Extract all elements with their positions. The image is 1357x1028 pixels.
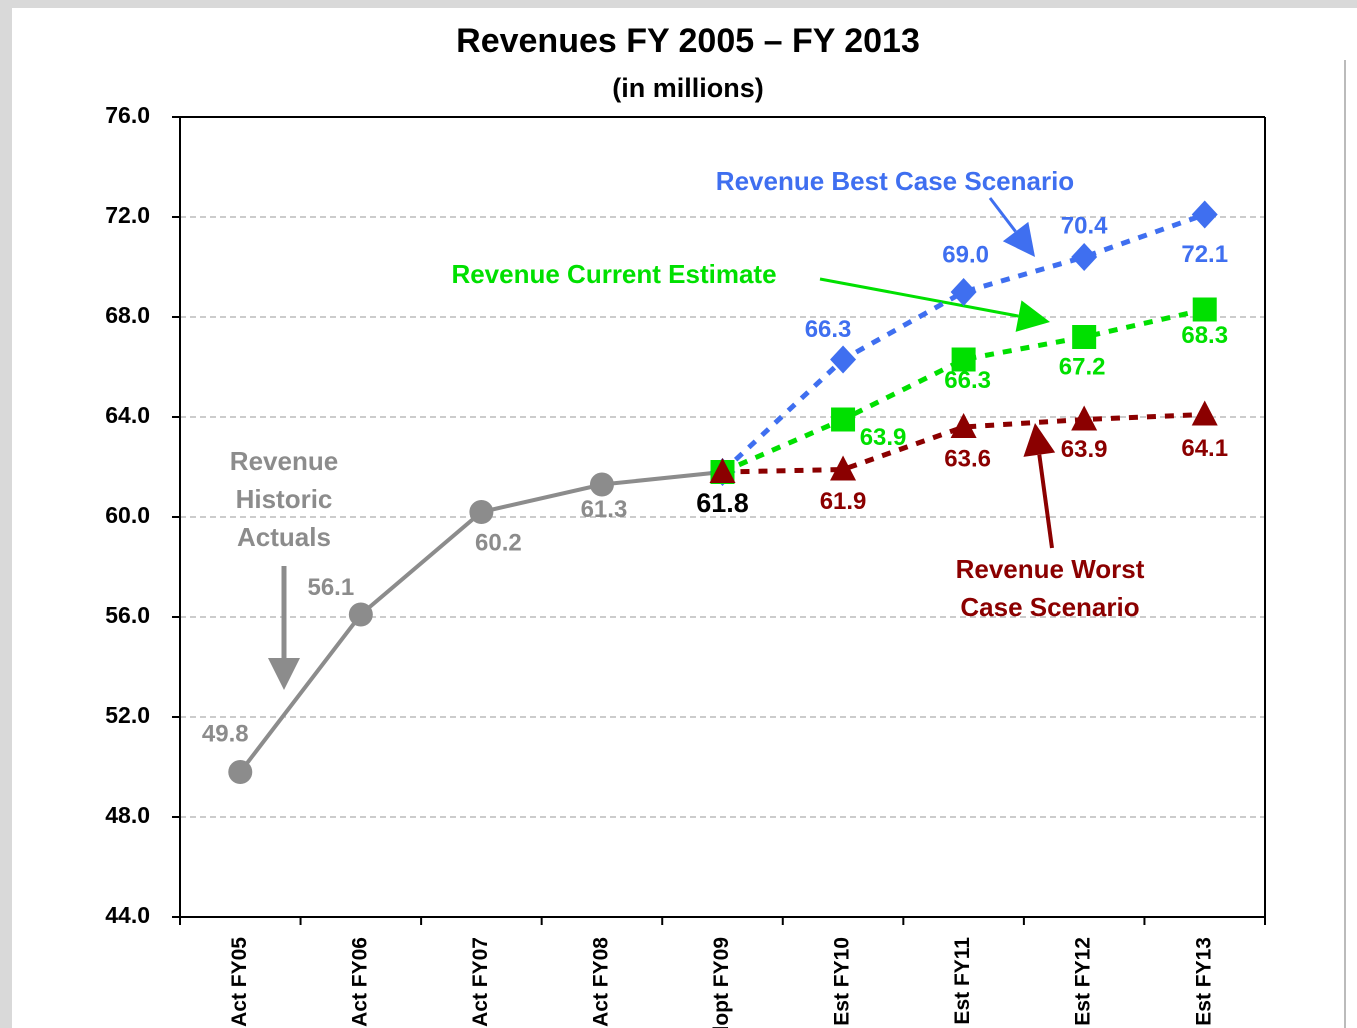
data-point <box>951 347 976 372</box>
x-tick-label: Adopt FY09 <box>710 937 733 1028</box>
data-label: 67.2 <box>1059 353 1106 380</box>
data-label: 66.3 <box>805 316 852 343</box>
annotation: Revenue Worst <box>956 554 1145 584</box>
data-label: 61.3 <box>581 496 628 523</box>
x-tick-label: Est FY11 <box>951 937 974 1025</box>
data-point <box>348 602 373 627</box>
data-point <box>469 500 494 524</box>
data-point <box>831 407 856 432</box>
data-point <box>950 413 977 438</box>
y-tick-label: 68.0 <box>105 302 150 328</box>
y-tick-label: 64.0 <box>105 402 150 428</box>
y-tick-label: 72.0 <box>105 202 150 228</box>
data-label: 49.8 <box>202 720 249 747</box>
annotation-arrowhead <box>1015 300 1050 332</box>
data-label: 63.9 <box>1061 436 1108 463</box>
data-point <box>1191 200 1218 229</box>
y-tick-label: 76.0 <box>105 102 150 128</box>
data-point <box>950 278 977 306</box>
annotation-arrow <box>988 197 1017 233</box>
data-point <box>589 472 614 497</box>
data-point <box>1072 325 1097 349</box>
annotation-arrowhead <box>1023 423 1056 457</box>
data-point <box>830 345 857 374</box>
x-tick-label: Act FY06 <box>348 937 371 1027</box>
chart-title: Revenues FY 2005 – FY 2013 <box>456 22 920 60</box>
y-tick-label: 44.0 <box>105 902 150 928</box>
data-label: 61.8 <box>696 488 749 518</box>
annotation: Case Scenario <box>960 592 1139 622</box>
y-tick-label: 48.0 <box>105 802 150 828</box>
data-label: 66.3 <box>944 367 991 394</box>
chart-subtitle: (in millions) <box>612 73 764 103</box>
data-point <box>830 455 857 481</box>
data-point <box>1071 243 1098 271</box>
data-label: 70.4 <box>1061 212 1108 239</box>
data-label: 60.2 <box>475 529 522 556</box>
data-label: 63.6 <box>944 445 991 472</box>
data-label: 56.1 <box>307 574 354 601</box>
data-label: 63.9 <box>860 424 907 451</box>
data-label: 69.0 <box>942 241 989 268</box>
data-label: 61.9 <box>820 488 867 515</box>
data-label: 68.3 <box>1181 322 1228 349</box>
y-tick-label: 52.0 <box>105 702 150 728</box>
y-tick-label: 60.0 <box>105 502 150 528</box>
annotation: Revenue <box>230 446 338 476</box>
data-point <box>228 760 253 784</box>
y-tick-label: 56.0 <box>105 602 150 628</box>
annotation-arrowhead <box>268 658 300 690</box>
x-tick-label: Act FY05 <box>228 937 251 1027</box>
annotation-arrow <box>819 277 1019 318</box>
data-point <box>1191 400 1218 426</box>
x-tick-label: Est FY12 <box>1072 937 1095 1026</box>
series-line <box>722 412 1205 475</box>
x-tick-label: Act FY08 <box>589 937 612 1027</box>
data-label: 72.1 <box>1181 241 1228 268</box>
annotation-arrow <box>1037 454 1054 549</box>
annotation-arrowhead <box>1002 221 1035 257</box>
annotation: Revenue Current Estimate <box>451 259 776 289</box>
annotation: Revenue Best Case Scenario <box>716 166 1074 196</box>
x-tick-label: Est FY13 <box>1192 937 1215 1026</box>
x-tick-label: Est FY10 <box>831 937 854 1026</box>
x-tick-label: Act FY07 <box>469 937 492 1027</box>
data-point <box>709 458 736 483</box>
data-point <box>1192 297 1217 322</box>
annotation: Actuals <box>237 522 331 552</box>
series-line <box>720 212 1206 474</box>
data-label: 64.1 <box>1181 435 1228 462</box>
annotation: Historic <box>236 484 333 514</box>
data-point <box>1071 405 1098 431</box>
